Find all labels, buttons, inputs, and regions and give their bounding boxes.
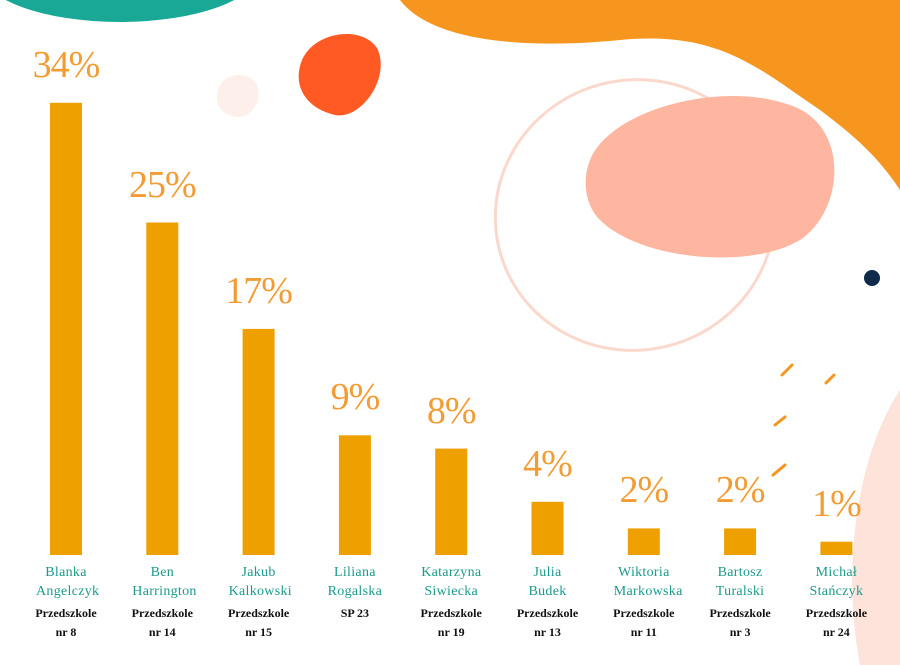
category-label: Julia Budek Przedszkole nr 13 xyxy=(510,563,586,642)
bar xyxy=(242,328,275,555)
category-label: Katarzyna Siwiecka Przedszkole nr 19 xyxy=(413,563,489,642)
category-label: Michał Stańczyk Przedszkole nr 24 xyxy=(798,563,874,642)
person-name: Michał Stańczyk xyxy=(809,565,864,599)
category-label: Liliana Rogalska SP 23 xyxy=(317,563,393,623)
value-label: 17% xyxy=(225,269,293,312)
school-name: Przedszkole nr 24 xyxy=(805,606,868,639)
school-name: SP 23 xyxy=(340,606,370,620)
school-name: Przedszkole nr 3 xyxy=(709,606,771,639)
person-name: Liliana Rogalska xyxy=(327,565,383,599)
bar xyxy=(724,528,757,555)
value-label: 2% xyxy=(619,469,669,512)
person-name: Wiktoria Markowska xyxy=(613,565,683,599)
bar xyxy=(338,435,371,555)
value-label: 25% xyxy=(128,163,197,206)
person-name: Julia Budek xyxy=(528,565,567,599)
category-label: Wiktoria Markowska Przedszkole nr 11 xyxy=(606,563,682,642)
school-name: Przedszkole nr 19 xyxy=(420,606,482,639)
person-name: Blanka Angelczyk xyxy=(36,565,100,599)
bar xyxy=(50,102,82,556)
person-name: Bartosz Turalski xyxy=(715,565,765,599)
bar xyxy=(627,528,660,555)
bar xyxy=(435,448,468,555)
category-label: Ben Harrington Przedszkole nr 14 xyxy=(124,563,200,642)
school-name: Przedszkole nr 14 xyxy=(131,606,193,639)
school-name: Przedszkole nr 8 xyxy=(35,606,97,639)
category-label: Blanka Angelczyk Przedszkole nr 8 xyxy=(28,563,104,642)
category-label: Bartosz Turalski Przedszkole nr 3 xyxy=(702,563,778,642)
value-label: 4% xyxy=(523,442,573,485)
bar xyxy=(146,222,179,555)
category-label: Jakub Kalkowski Przedszkole nr 15 xyxy=(221,563,297,642)
value-label: 8% xyxy=(426,389,477,432)
person-name: Katarzyna Siwiecka xyxy=(421,565,482,599)
person-name: Ben Harrington xyxy=(132,565,197,599)
bar xyxy=(820,541,853,555)
bar xyxy=(531,501,564,555)
value-label: 34% xyxy=(32,43,101,86)
person-name: Jakub Kalkowski xyxy=(228,565,292,599)
value-label: 1% xyxy=(812,482,862,525)
value-label: 2% xyxy=(715,469,766,512)
value-label: 9% xyxy=(330,376,381,419)
school-name: Przedszkole nr 15 xyxy=(227,606,290,639)
school-name: Przedszkole nr 11 xyxy=(613,606,675,639)
school-name: Przedszkole nr 13 xyxy=(516,606,579,639)
